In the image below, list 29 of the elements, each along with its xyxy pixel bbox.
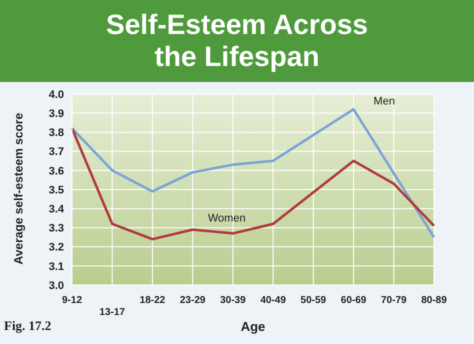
x-tick-label: 30-39 (220, 295, 246, 306)
x-tick-label: 18-22 (140, 295, 166, 306)
y-axis-title: Average self-esteem score (11, 112, 26, 264)
x-tick-label: 60-69 (340, 295, 367, 306)
caption: Fig. 17.2 (4, 318, 52, 334)
x-tick-label: 70-79 (380, 295, 408, 306)
y-tick-label: 3.2 (48, 242, 64, 254)
x-axis-title: Age (240, 319, 266, 334)
x-tick-label: 40-49 (260, 295, 286, 306)
line-series (70, 108, 436, 238)
x-tick-label: 50-59 (300, 295, 327, 306)
y-tick-label: 3.7 (48, 146, 64, 158)
x-tick-label: 13-17 (99, 307, 126, 318)
series-label: Men (374, 95, 395, 108)
y-tick-label: 3.6 (48, 165, 64, 178)
line-series (70, 127, 436, 240)
y-tick-label: 3.0 (48, 280, 64, 292)
chart-title: Self-Esteem Across the Lifespan (0, 0, 474, 82)
y-tick-label: 3.1 (48, 260, 64, 273)
x-tick-label: 9-12 (62, 295, 82, 306)
y-tick-label: 4.0 (48, 88, 64, 101)
y-tick-label: 3.3 (48, 222, 64, 235)
x-tick-label: 23-29 (180, 295, 206, 306)
y-tick-label: 3.9 (48, 108, 64, 120)
y-tick-label: 3.5 (48, 184, 64, 196)
x-tick-label: 80-89 (421, 295, 448, 306)
y-tick-label: 3.4 (48, 204, 65, 216)
y-tick-label: 3.8 (48, 127, 64, 140)
series-label: Women (208, 212, 246, 224)
